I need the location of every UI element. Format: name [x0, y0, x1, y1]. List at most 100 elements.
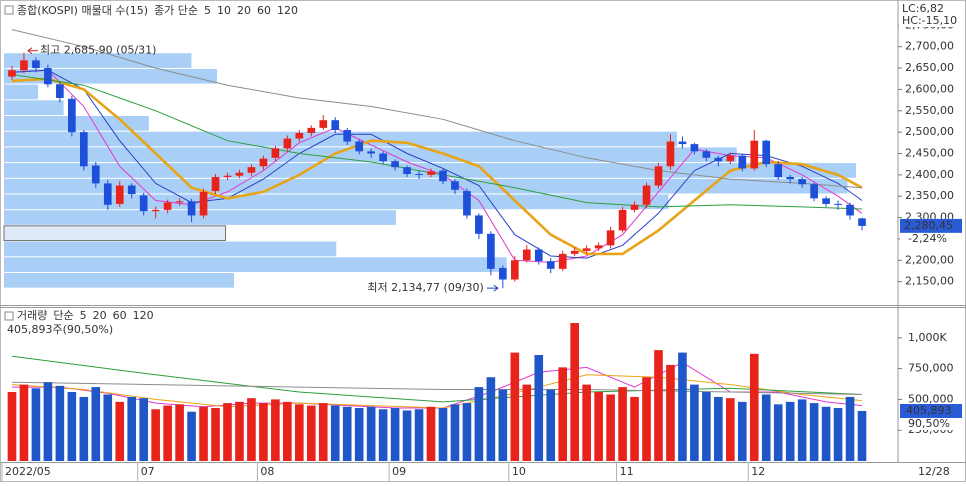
volume-bar	[115, 401, 125, 461]
volume-bar	[546, 389, 556, 461]
candle-body	[834, 203, 842, 205]
legend-entry: 5	[80, 309, 87, 322]
candle-body	[762, 140, 771, 165]
volume-bar	[749, 353, 759, 461]
candle-body	[199, 191, 208, 216]
candle-body	[127, 185, 136, 195]
volume-bar	[354, 408, 364, 461]
volume-bar	[79, 396, 89, 461]
volume-bar	[235, 401, 244, 461]
y-tick-label: 2,650,00	[905, 61, 954, 74]
volume-profile-bar	[3, 225, 227, 242]
volume-bar	[259, 403, 268, 461]
hc-label: HC:-15,10	[902, 14, 957, 27]
volume-profile-bar	[4, 272, 235, 288]
volume-bar	[342, 406, 352, 461]
candle-body	[463, 191, 471, 216]
candle-body	[175, 201, 184, 203]
last-date-label: 12/28	[918, 465, 950, 478]
volume-bar	[726, 398, 735, 461]
volume-bar	[67, 392, 77, 461]
volume-bar	[654, 350, 663, 461]
candle-body	[510, 260, 519, 280]
candle-body	[163, 202, 172, 210]
legend-entry: 20	[237, 4, 251, 17]
x-tick-label: 09	[392, 465, 406, 478]
legend-entry: 60	[113, 309, 127, 322]
moving-average-line	[11, 355, 863, 403]
volume-bar	[366, 406, 376, 461]
candle-body	[750, 140, 759, 169]
last-price-box	[900, 218, 962, 233]
volume-bar	[43, 382, 53, 461]
candle-body	[331, 120, 340, 131]
volume-bar	[821, 406, 831, 461]
y-tick-label: 2,550,00	[905, 104, 954, 117]
volume-bar	[522, 384, 532, 461]
candle-body	[79, 132, 88, 167]
low-annotation: 최저 2,134,77 (09/30)	[367, 281, 484, 294]
candle-body	[606, 230, 615, 246]
candle-body	[295, 132, 304, 139]
last-volume-box	[900, 403, 962, 418]
volume-bar	[690, 384, 699, 461]
volume-bar	[702, 392, 711, 461]
x-tick-label: 12	[751, 465, 765, 478]
x-tick-label: 2022/05	[5, 465, 51, 478]
candle-body	[91, 165, 100, 184]
candle-body	[355, 141, 364, 152]
candle-body	[8, 70, 16, 77]
chart-title: 종합(KOSPI) 매물대 수(15)	[17, 4, 148, 17]
y-tick-label: 2,150,00	[905, 275, 954, 288]
candle-body	[630, 204, 639, 210]
volume-profile-bar	[4, 131, 678, 147]
candle-body	[702, 151, 711, 158]
volume-bar	[773, 404, 783, 461]
candle-body	[798, 179, 806, 185]
candle-body	[307, 127, 316, 133]
volume-bar	[31, 388, 41, 461]
volume-profile-bar	[4, 84, 39, 100]
volume-profile-bar	[4, 194, 669, 210]
candle-body	[223, 175, 232, 177]
y-tick-label: 2,700,00	[905, 40, 954, 53]
volume-bar	[534, 355, 544, 461]
candle-body	[822, 198, 830, 204]
last-price-label: 2,280,45	[904, 219, 953, 232]
legend-title: 종가 단순	[154, 4, 198, 17]
volume-bar	[211, 408, 220, 461]
volume-bar	[737, 401, 747, 461]
high-annotation: 최고 2,685,90 (05/31)	[40, 44, 157, 57]
volume-profile-bar	[4, 257, 507, 272]
candle-body	[247, 167, 256, 173]
candle-body	[678, 141, 687, 145]
volume-bar	[678, 352, 687, 461]
volume-bar	[271, 399, 280, 461]
legend-entry: 5	[204, 4, 211, 17]
candle-body	[570, 250, 579, 254]
volume-bar	[223, 403, 232, 461]
legend-entry: 60	[257, 4, 271, 17]
candle-body	[379, 153, 387, 162]
volume-bar	[402, 410, 412, 461]
candle-body	[187, 201, 196, 216]
volume-bar	[283, 401, 292, 461]
volume-bar	[510, 352, 520, 461]
candle-body	[786, 176, 795, 180]
volume-bar	[306, 405, 316, 461]
volume-bar	[139, 398, 148, 461]
y-tick-label: 2,200,00	[905, 253, 954, 266]
candle-body	[534, 249, 543, 262]
candle-body	[391, 161, 399, 168]
candle-body	[403, 167, 411, 175]
ratio-bg	[900, 417, 962, 430]
candle-body	[726, 155, 735, 162]
candle-body	[151, 209, 160, 212]
candle-body	[343, 130, 352, 142]
candle-body	[235, 172, 244, 176]
y-tick-label: 750,000	[908, 362, 954, 375]
volume-bar	[55, 385, 65, 461]
candle-body	[558, 253, 567, 269]
candle-body	[427, 171, 435, 175]
